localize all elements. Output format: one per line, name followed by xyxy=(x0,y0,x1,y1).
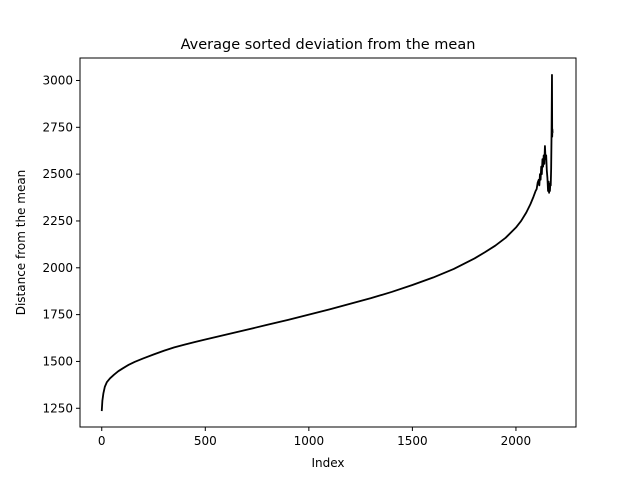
y-tick-label: 1250 xyxy=(42,401,73,415)
plot-area xyxy=(100,73,554,412)
y-tick-label: 2500 xyxy=(42,167,73,181)
y-tick-label: 3000 xyxy=(42,73,73,87)
chart-title: Average sorted deviation from the mean xyxy=(181,37,476,53)
y-axis-label: Distance from the mean xyxy=(14,170,28,316)
x-axis-label: Index xyxy=(311,456,344,470)
x-tick-label: 2000 xyxy=(501,434,532,448)
y-tick-label: 1500 xyxy=(42,354,73,368)
x-tick-label: 1500 xyxy=(397,434,428,448)
y-tick-label: 2000 xyxy=(42,261,73,275)
y-tick-label: 1750 xyxy=(42,308,73,322)
y-tick-label: 2250 xyxy=(42,214,73,228)
y-axis-ticks: 1250 1500 1750 2000 2250 2500 2750 3000 xyxy=(42,73,80,415)
series-line-0 xyxy=(100,73,554,412)
x-tick-label: 1000 xyxy=(294,434,325,448)
axes-frame xyxy=(79,57,577,428)
y-tick-label: 2750 xyxy=(42,120,73,134)
x-tick-label: 500 xyxy=(194,434,217,448)
x-axis-ticks: 0 500 1000 1500 2000 xyxy=(98,427,531,448)
x-tick-label: 0 xyxy=(98,434,106,448)
